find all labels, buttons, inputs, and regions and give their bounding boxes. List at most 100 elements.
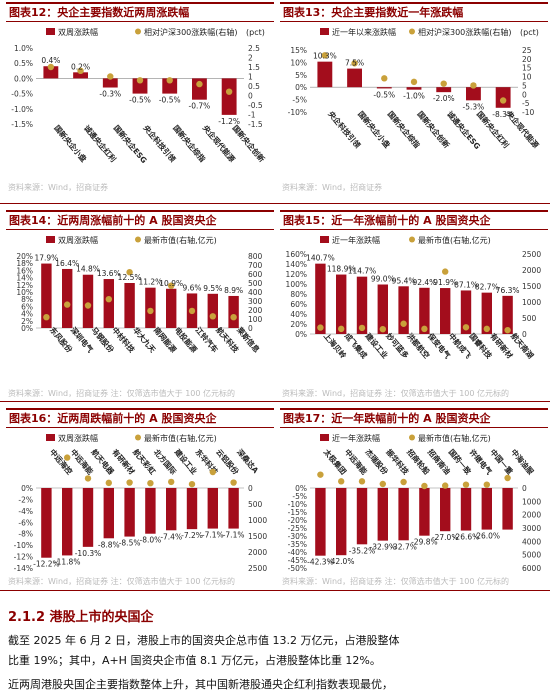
data-label: 13.6%: [97, 269, 121, 278]
y-tick-label: -14%: [14, 564, 33, 573]
legend-label: 最新市值(右轴,亿元): [144, 433, 217, 443]
data-label: 118.9%: [327, 265, 356, 274]
y-tick-label: 160%: [286, 250, 307, 259]
legend-label: 最新市值(右轴,亿元): [144, 235, 217, 245]
data-label: 0.4%: [41, 56, 60, 65]
y-tick-label: 0%: [295, 83, 307, 92]
y2-tick-label: 2000: [522, 266, 541, 275]
y2-tick-label: -10: [522, 108, 534, 117]
legend-label: 近一年涨跌幅: [332, 235, 380, 245]
y2-tick-label: 800: [248, 252, 263, 261]
bar: [460, 290, 472, 334]
y-tick-label: 10%: [290, 58, 307, 67]
y-tick-label: -20%: [288, 516, 307, 525]
data-label: 7.5%: [345, 59, 364, 68]
marker-dot: [47, 63, 55, 71]
legend-label: 最新市值(右轴,亿元): [418, 235, 491, 245]
bar: [124, 283, 135, 328]
y2-tick-label: 2.5: [248, 44, 260, 53]
y-tick-label: -4%: [18, 507, 33, 516]
marker-dot: [168, 478, 175, 486]
marker-dot: [64, 301, 71, 308]
axis-unit: (pct): [246, 28, 265, 37]
bar: [221, 78, 237, 115]
marker-dot: [317, 324, 324, 331]
marker-dot: [442, 482, 449, 489]
y2-tick-label: -1.5: [248, 120, 263, 129]
bar: [436, 87, 452, 93]
data-label: 17.9%: [34, 254, 58, 263]
data-label: -0.3%: [99, 90, 121, 99]
data-label: -7.2%: [181, 531, 203, 540]
marker-dot: [379, 326, 386, 333]
data-label: -0.5%: [129, 96, 151, 105]
y-tick-label: -1.0%: [11, 105, 33, 114]
data-label: 10.9%: [159, 279, 183, 288]
y-tick-label: 120%: [286, 270, 307, 279]
y-tick-label: -5%: [292, 96, 307, 105]
y-tick-label: 0%: [21, 324, 33, 333]
bar: [102, 78, 118, 88]
marker-dot: [188, 480, 196, 488]
marker-dot: [107, 73, 114, 80]
data-label: -8.5%: [119, 539, 141, 548]
marker-dot: [147, 480, 154, 487]
data-label: 99.0%: [371, 275, 395, 284]
legend-swatch-dot: [409, 236, 415, 243]
y2-tick-label: 0: [248, 92, 253, 101]
y2-tick-label: 0.5: [248, 82, 260, 91]
data-label: 76.3%: [496, 286, 520, 295]
bar: [103, 279, 114, 328]
y-tick-label: 20%: [290, 320, 307, 329]
data-label: -32.9%: [370, 543, 397, 552]
y2-tick-label: 6000: [522, 564, 541, 573]
chart-p12: 双周涨跌幅 相对沪深300涨跌幅(右轴) (pct) 1.0% 0.5% 0.0% -0.5…: [11, 27, 267, 165]
y-tick-label: 0%: [295, 484, 307, 493]
legend-swatch-bar: [320, 434, 329, 441]
bar: [398, 286, 409, 334]
legend-label: 近一年以来涨跌幅: [332, 27, 396, 37]
marker-dot: [209, 313, 216, 320]
chart-p16: 双周涨跌幅 最新市值(右轴,亿元)0%-2%-4%-6%-8%-10%-12%-1…: [14, 433, 268, 573]
marker-dot: [381, 75, 388, 82]
y-tick-label: -30%: [288, 532, 307, 541]
y-tick-label: 0%: [295, 330, 307, 339]
divider: [0, 590, 550, 591]
data-label: 82.7%: [475, 283, 499, 292]
marker-dot: [462, 481, 470, 488]
axis-unit: (pct): [520, 28, 539, 37]
y2-tick-label: 200: [248, 306, 263, 315]
y2-tick-label: 700: [248, 261, 263, 270]
marker-dot: [483, 325, 490, 333]
chart-source: 资料来源：Wind，招商证券: [282, 183, 383, 192]
y-tick-label: -15%: [288, 508, 307, 517]
panel-title: 图表17：近一年跌幅前十的 A 股国资央企: [280, 408, 548, 428]
panel-p15: 图表15：近一年涨幅前十的 A 股国资央企 近一年涨跌幅 最新市值(右轴,亿元) 1…: [280, 210, 548, 400]
bar: [440, 488, 451, 532]
y2-tick-label: 2000: [522, 511, 541, 520]
bar: [192, 78, 207, 100]
chart-source: 资料来源：Wind，招商证券 注：仅筛选市值大于 100 亿元标的: [8, 389, 236, 398]
bar: [228, 295, 239, 328]
y-tick-label: -2%: [18, 495, 33, 504]
data-label: -26.6%: [453, 533, 480, 542]
y-tick-label: 80%: [290, 290, 307, 299]
y-tick-label: 40%: [290, 310, 307, 319]
y2-tick-label: 600: [248, 270, 263, 279]
data-label: -42.0%: [328, 557, 355, 566]
legend-swatch-dot: [135, 236, 141, 243]
marker-dot: [504, 326, 511, 334]
y2-tick-label: 2000: [248, 548, 267, 557]
marker-dot: [351, 60, 358, 67]
data-label: 0.2%: [71, 62, 90, 71]
y-tick-label: -8%: [18, 530, 33, 539]
data-label: -0.7%: [189, 102, 211, 111]
marker-dot: [504, 474, 511, 482]
marker-dot: [64, 454, 71, 461]
data-label: -8.0%: [140, 536, 162, 545]
bar: [419, 287, 430, 334]
bar: [398, 488, 409, 541]
marker-dot: [84, 475, 92, 482]
y-tick-label: -12%: [14, 553, 33, 562]
y-tick-label: 0.0%: [14, 74, 33, 83]
